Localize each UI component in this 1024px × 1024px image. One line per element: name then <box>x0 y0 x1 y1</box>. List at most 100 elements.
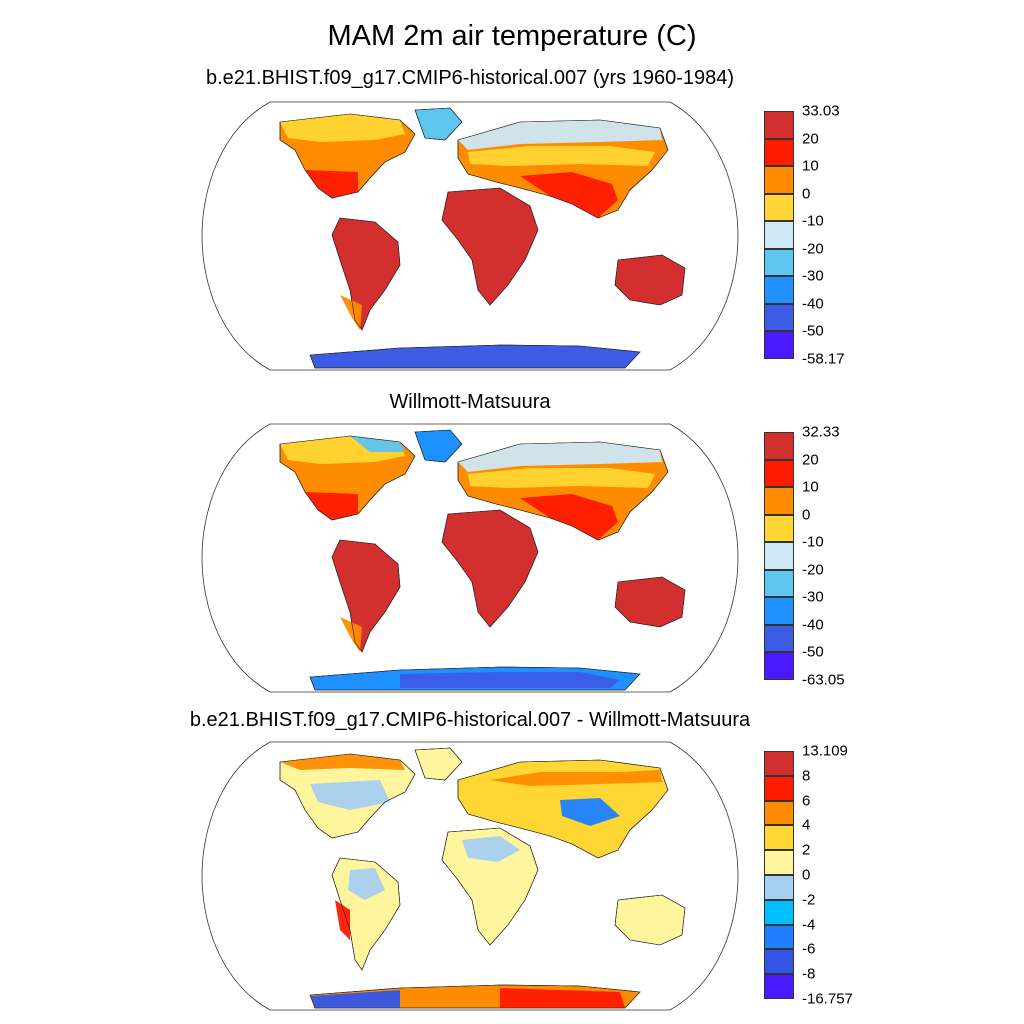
colorbar-label: -8 <box>802 965 816 983</box>
colorbar-label: -6 <box>802 940 816 958</box>
panel-3-title: b.e21.BHIST.f09_g17.CMIP6-historical.007… <box>189 709 751 731</box>
temperature-zone <box>310 780 390 810</box>
land-africa <box>441 187 539 306</box>
colorbar-swatch <box>764 850 794 875</box>
colorbar-label: -20 <box>802 240 824 258</box>
temperature-zone <box>335 900 350 940</box>
colorbar-swatch <box>764 751 794 776</box>
temperature-zone <box>560 798 620 826</box>
map-border <box>201 423 739 693</box>
temperature-zone <box>305 170 358 198</box>
temperature-zone <box>500 988 625 1008</box>
temperature-zone <box>340 295 362 330</box>
colorbar-label: -40 <box>802 616 824 634</box>
land-antarctica <box>309 344 641 369</box>
colorbar-label: -20 <box>802 561 824 579</box>
colorbar-swatch <box>764 542 794 570</box>
colorbar-label: -50 <box>802 322 824 340</box>
panel-1-title: b.e21.BHIST.f09_g17.CMIP6-historical.007… <box>205 67 735 89</box>
temperature-zone <box>520 172 618 218</box>
panel-1-map <box>201 101 739 371</box>
panel-1-colorbar: 33.03 20 10 0 -10 -20 -30 -40 -50 -58.17 <box>764 103 884 368</box>
temperature-zone <box>490 770 662 786</box>
colorbar-label: 20 <box>802 451 819 469</box>
land-australia <box>614 894 686 946</box>
panel-2-colorbar: 32.33 20 10 0 -10 -20 -30 -40 -50 -63.05 <box>764 424 884 689</box>
temperature-zone <box>310 990 400 1008</box>
land-australia <box>614 576 686 628</box>
temperature-zone <box>348 868 385 900</box>
colorbar-swatch <box>764 825 794 851</box>
temperature-zone <box>458 120 662 150</box>
panel-2-title: Willmott-Matsuura <box>389 391 551 413</box>
map-border <box>201 101 739 371</box>
colorbar-swatch <box>764 949 794 975</box>
colorbar-label: 4 <box>802 816 811 834</box>
colorbar-label: 0 <box>802 506 811 524</box>
colorbar-swatch <box>764 800 794 826</box>
colorbar-label: 10 <box>802 157 819 175</box>
colorbar-label: -10 <box>802 533 824 551</box>
colorbar-label: -63.05 <box>802 671 845 689</box>
colorbar-label: -30 <box>802 588 824 606</box>
colorbar-swatch <box>764 111 794 139</box>
colorbar-label: -4 <box>802 916 816 934</box>
colorbar-swatch <box>764 331 794 359</box>
colorbar-label: 33.03 <box>802 102 840 120</box>
colorbar-label: 0 <box>802 185 811 203</box>
colorbar-label: -50 <box>802 643 824 661</box>
colorbar-label: 0 <box>802 866 811 884</box>
figure-title: MAM 2m air temperature (C) <box>327 20 697 52</box>
colorbar-swatch <box>764 221 794 249</box>
colorbar-swatch <box>764 624 794 653</box>
land-africa <box>441 509 539 628</box>
colorbar-swatch <box>764 775 794 801</box>
colorbar-label: 32.33 <box>802 423 840 441</box>
colorbar-swatch <box>764 193 794 222</box>
colorbar-swatch <box>764 569 794 598</box>
colorbar-swatch <box>764 248 794 277</box>
panel-3-map <box>201 741 739 1011</box>
land-greenland <box>414 747 463 781</box>
colorbar-swatch <box>764 514 794 543</box>
colorbar-swatch <box>764 166 794 194</box>
colorbar-swatch <box>764 487 794 515</box>
temperature-zone <box>340 617 362 652</box>
land-greenland <box>414 429 463 463</box>
colorbar-swatch <box>764 974 794 999</box>
colorbar-label: 6 <box>802 792 811 810</box>
panel-3-colorbar: 13.109 8 6 4 2 0 -2 -4 -6 -8 -16.757 <box>764 743 884 1008</box>
colorbar-label: -2 <box>802 891 816 909</box>
panel-2-map <box>201 423 739 693</box>
colorbar-label: -30 <box>802 267 824 285</box>
map-border <box>201 741 739 1011</box>
colorbar-swatch <box>764 303 794 332</box>
temperature-zone <box>400 672 620 688</box>
temperature-zone <box>520 494 618 540</box>
temperature-zone <box>468 146 655 166</box>
temperature-zone <box>468 468 655 488</box>
colorbar-swatch <box>764 432 794 460</box>
temperature-zone <box>350 436 405 452</box>
colorbar-swatch <box>764 459 794 488</box>
temperature-zone <box>462 836 520 862</box>
temperature-zone <box>305 492 358 520</box>
colorbar-label: -40 <box>802 295 824 313</box>
colorbar-label: 13.109 <box>802 742 848 760</box>
colorbar-swatch <box>764 924 794 950</box>
colorbar-label: 2 <box>802 841 811 859</box>
colorbar-swatch <box>764 276 794 304</box>
colorbar-swatch <box>764 875 794 900</box>
colorbar-label: -58.17 <box>802 350 845 368</box>
colorbar-label: -10 <box>802 212 824 230</box>
colorbar-swatch <box>764 597 794 625</box>
colorbar-swatch <box>764 138 794 167</box>
land-australia <box>614 254 686 306</box>
colorbar-label: 10 <box>802 478 819 496</box>
temperature-zone <box>280 114 405 142</box>
colorbar-swatch <box>764 899 794 925</box>
temperature-zone <box>280 754 405 770</box>
land-greenland <box>414 107 463 141</box>
temperature-zone <box>458 442 662 472</box>
colorbar-swatch <box>764 652 794 680</box>
